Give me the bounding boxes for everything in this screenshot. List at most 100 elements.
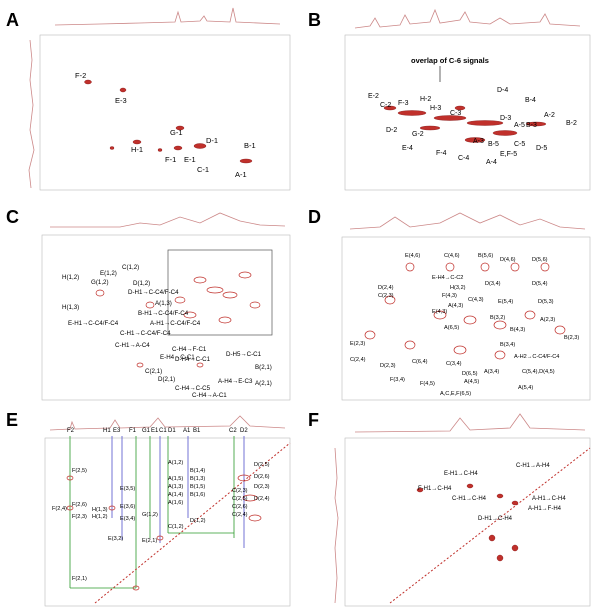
- peak: [463, 315, 477, 325]
- peak: [510, 262, 520, 272]
- annotation-label: A-H1→C-C4/F-C4: [150, 320, 201, 327]
- annotation-label: C(2,3): [232, 488, 248, 494]
- annotation-label: C-H4→C-C5: [175, 385, 211, 392]
- annotation-label: C-H4→A-C1: [192, 392, 227, 399]
- panel-label: F: [308, 410, 319, 430]
- peak: [525, 121, 547, 127]
- top-projection: [349, 212, 586, 230]
- annotation-label: D(3,4): [485, 281, 501, 287]
- peak: [66, 505, 74, 511]
- column-label: B1: [193, 428, 201, 434]
- annotation-label: E,F-5: [500, 151, 517, 158]
- peak: [136, 362, 144, 368]
- peak: [384, 295, 396, 305]
- annotation-label: A(6,5): [444, 325, 459, 331]
- annotation-label: C-H4→F-C1: [172, 346, 207, 353]
- panel-e: E F2: [0, 408, 300, 611]
- annotation-label: C-H1→A-H4: [516, 463, 550, 469]
- annotation-label: F(2,6): [72, 502, 87, 508]
- annotation-label: E(5,4): [498, 299, 513, 305]
- annotation-label: D(2,3): [254, 484, 270, 490]
- annotation-label: B(1,3): [190, 476, 205, 482]
- peak: [419, 125, 441, 131]
- peak: [132, 585, 140, 591]
- peak: [206, 286, 224, 294]
- peak: [496, 554, 504, 562]
- panel-c: C C(1,2) E(1,2) G(1,2) H(1,2) D(1,2) H(1…: [0, 205, 300, 405]
- peak: [453, 345, 467, 355]
- top-projection: [54, 7, 281, 26]
- annotation-label: D(2,3): [380, 363, 396, 369]
- peak: [84, 79, 92, 85]
- column-label: G1: [142, 428, 151, 434]
- annotation-label: H(1,3): [92, 507, 108, 513]
- column-label: F1: [129, 428, 137, 434]
- annotation-label: F(2,3): [72, 514, 87, 520]
- top-projection: [354, 413, 586, 433]
- annotation-label: A(1,5): [168, 476, 183, 482]
- annotation-label: D-5: [536, 145, 547, 152]
- annotation-label: A-1: [235, 170, 247, 179]
- panel-b: B overlap of C-6 signals D-4 B-4 E-2 C-2…: [300, 0, 600, 200]
- annotation-label: B-H1→C-C4/F-C4: [138, 310, 189, 317]
- peak: [445, 262, 455, 272]
- annotation-label: A(4,3): [448, 303, 463, 309]
- zoom-box: [167, 249, 273, 336]
- panel-label: E: [6, 410, 19, 430]
- peak: [492, 130, 518, 136]
- annotation-label: A(1,6): [168, 500, 183, 506]
- annotation-label: C-5: [514, 141, 525, 148]
- annotation-label: B(3,2): [490, 315, 505, 321]
- peak: [540, 262, 550, 272]
- annotation-label: F(3,4): [390, 377, 405, 383]
- annotation-label: B-2: [566, 120, 577, 127]
- annotation-label: C(2,1): [145, 368, 162, 375]
- annotation-label: A(5,4): [518, 385, 533, 391]
- annotation-label: A(1,3): [155, 300, 172, 307]
- peak: [511, 500, 519, 506]
- annotation-label: E-H1→C-H4: [444, 471, 478, 477]
- annotation-label: E-1: [184, 155, 196, 164]
- annotation-label: E(2,1): [142, 538, 157, 544]
- annotation-label: C(2,5): [232, 496, 248, 502]
- spectrum-plot: C(1,2) E(1,2) G(1,2) H(1,2) D(1,2) H(1,3…: [41, 212, 291, 401]
- annotation-label: D(4,6): [500, 257, 516, 263]
- annotation-label: A-3: [473, 138, 484, 145]
- annotation-label: A-H4→E-C3: [218, 378, 253, 385]
- annotation-label: D(1,2): [133, 280, 150, 287]
- plot-frame: [344, 437, 591, 607]
- annotation-labels: D-4 B-4 E-2 C-2 F-3 H-2 H-3 C-3 A-2 B-2 …: [368, 87, 577, 166]
- annotation-label: D(5,3): [538, 299, 554, 305]
- column-labels: F2 H1 E3 F1 G1 E1 C1 D1 A1 B1 C2 D2: [67, 428, 248, 434]
- peak: [174, 296, 186, 304]
- annotation-label: C(6,4): [412, 359, 428, 365]
- annotation-label: D(2,4): [378, 285, 394, 291]
- peak: [183, 311, 197, 319]
- annotation-label: E(1,2): [100, 270, 117, 277]
- annotation-label: A(1,3): [168, 484, 183, 490]
- annotation-label: E-H4→C-C1: [160, 354, 195, 361]
- spectrum-plot: E(4,6) C(4,6) B(5,6) D(4,6) D(5,6) E-H4→…: [341, 212, 591, 401]
- peak: [494, 350, 506, 360]
- annotation-label: E(3,4): [120, 516, 135, 522]
- peak: [433, 115, 467, 121]
- annotation-label: D(5,4): [532, 281, 548, 287]
- column-label: H1: [103, 428, 111, 434]
- annotation-label: D-3: [500, 115, 511, 122]
- annotation-label: G-2: [412, 131, 424, 138]
- annotation-label: E-H4→C-C2: [432, 275, 463, 281]
- peak: [405, 262, 415, 272]
- annotation-label: A-5: [514, 122, 525, 129]
- annotation-label: E(2,3): [350, 341, 365, 347]
- annotation-label: F-4: [436, 150, 447, 157]
- peak: [108, 505, 116, 511]
- peak: [480, 262, 490, 272]
- annotation-label: D(2,6): [254, 474, 270, 480]
- annotation-label: C-H1→C-H4: [452, 496, 487, 502]
- peak: [364, 330, 376, 340]
- plot-frame: [341, 236, 591, 401]
- correlation-lines: [69, 436, 245, 589]
- top-projection: [49, 415, 286, 431]
- annotation-label: A-4: [486, 159, 497, 166]
- crosspeaks: [66, 474, 262, 591]
